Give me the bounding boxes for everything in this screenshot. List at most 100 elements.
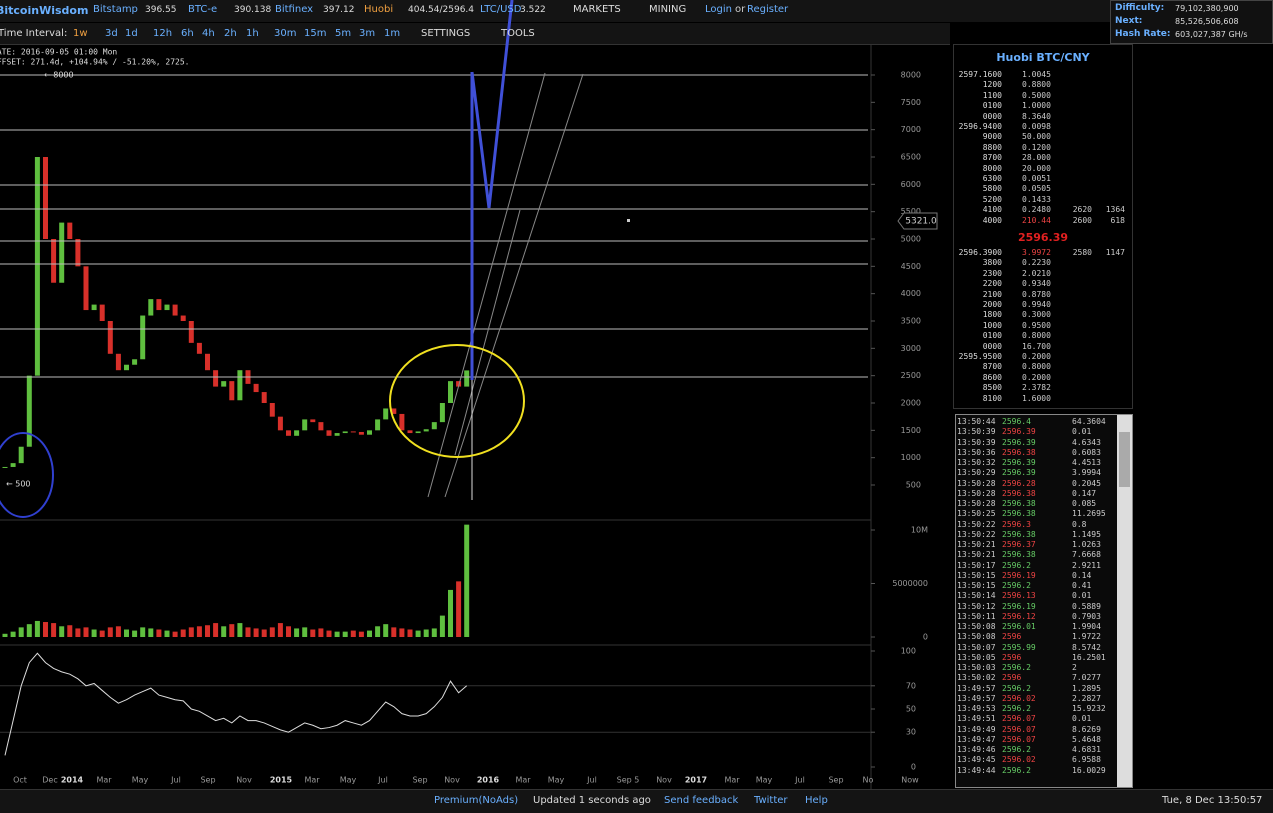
candle <box>277 416 283 431</box>
interval[interactable]: 1w <box>73 28 88 39</box>
trade-price: 2596.38 <box>1002 509 1036 519</box>
footer-link[interactable]: Premium(NoAds) <box>434 795 519 806</box>
ticker-name[interactable]: Huobi <box>364 4 394 15</box>
volume-bar <box>407 629 413 637</box>
menu[interactable]: MARKETS <box>573 4 621 15</box>
interval[interactable]: 3d <box>105 28 118 39</box>
candle <box>196 342 202 354</box>
interval[interactable]: 3m <box>359 28 376 39</box>
book-price: 8000 <box>982 163 1002 173</box>
interval[interactable]: 12h <box>153 28 173 39</box>
interval[interactable]: 1h <box>246 28 259 39</box>
candle <box>399 413 405 431</box>
trade-time: 13:50:03 <box>957 663 996 672</box>
menu[interactable]: MINING <box>649 4 687 15</box>
interval[interactable]: 4h <box>202 28 215 39</box>
trade-amount: 8.6269 <box>1072 724 1101 734</box>
candle <box>269 403 275 417</box>
order-book <box>953 44 1133 409</box>
trade-time: 13:49:57 <box>957 693 996 703</box>
book-amount: 0.2000 <box>1022 352 1051 361</box>
trade-price: 2596.2 <box>1002 560 1031 570</box>
interval[interactable]: 6h <box>181 28 194 39</box>
tick-label: 6000 <box>901 180 921 189</box>
trade-time: 13:50:14 <box>957 591 996 601</box>
trade-price: 2596.07 <box>1002 734 1036 744</box>
volume-bar <box>334 631 340 637</box>
time-label: Sep <box>200 776 215 785</box>
price-flag <box>897 212 938 230</box>
trade-amount: 0.085 <box>1072 499 1097 508</box>
book-price: 1200 <box>982 80 1002 90</box>
ticker-name[interactable]: Bitfinex <box>275 4 314 15</box>
tick-label: 2500 <box>901 371 921 380</box>
scroll-thumb[interactable] <box>1119 432 1130 487</box>
trade-time: 13:49:45 <box>957 755 996 765</box>
trade-price: 2596.01 <box>1002 622 1036 631</box>
time-label: May <box>548 776 565 785</box>
footer-link[interactable]: Help <box>805 795 828 806</box>
trade-price: 2596.4 <box>1002 417 1031 426</box>
candle <box>302 419 308 431</box>
trade-price: 2596.38 <box>1002 529 1036 539</box>
trade-amount: 2 <box>1072 663 1077 672</box>
volume-bar <box>18 627 24 637</box>
interval[interactable]: 15m <box>304 28 327 39</box>
volume-bar <box>132 630 138 637</box>
candle <box>148 299 154 316</box>
candle <box>383 408 389 420</box>
time-label: 2016 <box>477 776 500 785</box>
trades-panel <box>955 414 1133 788</box>
interval[interactable]: 1m <box>384 28 401 39</box>
tools[interactable]: TOOLS <box>501 28 535 39</box>
register[interactable]: Register <box>747 4 789 15</box>
book-price: 2000 <box>982 300 1002 309</box>
candle <box>294 430 300 436</box>
interval[interactable]: 2h <box>224 28 237 39</box>
book-price: 1100 <box>982 90 1002 100</box>
footer-link[interactable]: Twitter <box>754 795 788 806</box>
book-amount: 0.1200 <box>1022 142 1051 152</box>
book-price: 2595.9500 <box>958 352 1002 361</box>
book-amount: 0.8000 <box>1022 331 1051 341</box>
settings[interactable]: SETTINGS <box>421 28 471 39</box>
highlight-circle <box>0 432 54 518</box>
trade-amount: 5.4648 <box>1072 734 1101 744</box>
candle <box>261 392 267 403</box>
interval[interactable]: 30m <box>274 28 297 39</box>
trade-price: 2596.28 <box>1002 478 1036 488</box>
volume-bar <box>253 628 259 637</box>
time-label: Jul <box>170 776 181 785</box>
footer-link[interactable]: Send feedback <box>664 795 739 806</box>
brand[interactable]: BitcoinWisdom <box>0 4 89 17</box>
tick-label: 6500 <box>901 153 921 162</box>
ticker-name[interactable]: BTC-e <box>188 4 218 15</box>
interval[interactable]: 1d <box>125 28 138 39</box>
trade-price: 2596.02 <box>1002 693 1036 703</box>
book-price: 5800 <box>982 184 1002 194</box>
trade-price: 2596.07 <box>1002 714 1036 724</box>
candle <box>431 422 437 430</box>
candle <box>83 266 89 311</box>
tick-label: 0 <box>911 763 916 772</box>
candle <box>164 304 170 311</box>
trade-amount: 0.14 <box>1072 570 1092 580</box>
candle <box>156 299 162 311</box>
book-amount: 0.0505 <box>1022 184 1051 194</box>
footer <box>0 789 1273 813</box>
time-label: Sep <box>828 776 843 785</box>
ticker-name[interactable]: LTC/USD <box>480 4 522 15</box>
time-label: 2015 <box>270 776 293 785</box>
trade-time: 13:50:02 <box>957 673 996 683</box>
book-price: 8800 <box>982 142 1002 152</box>
ticker-name[interactable]: Bitstamp <box>93 4 138 15</box>
book-amount: 0.9940 <box>1022 300 1051 309</box>
login[interactable]: Login <box>705 4 732 15</box>
trade-price: 2596.38 <box>1002 499 1036 508</box>
interval[interactable]: 5m <box>335 28 352 39</box>
stat-value: 85,526,506,608 <box>1175 17 1239 26</box>
book-amount: 2.3782 <box>1022 383 1051 393</box>
book-price: 2596.9400 <box>958 122 1002 131</box>
trade-amount: 0.2045 <box>1072 478 1101 488</box>
scrollbar[interactable] <box>1117 415 1132 787</box>
